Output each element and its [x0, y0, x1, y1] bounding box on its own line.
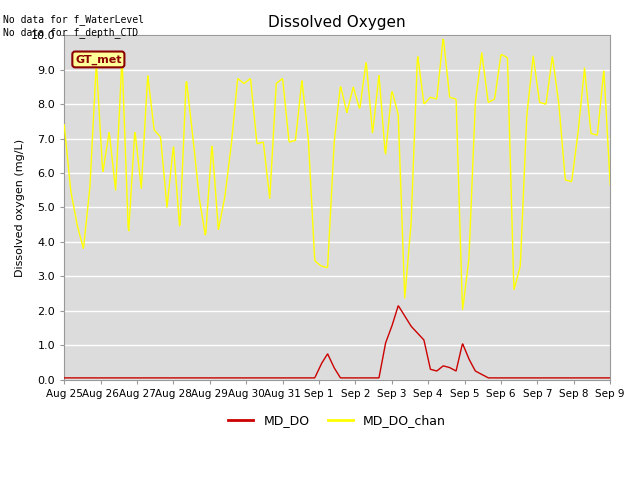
- Title: Dissolved Oxygen: Dissolved Oxygen: [268, 15, 406, 30]
- Y-axis label: Dissolved oxygen (mg/L): Dissolved oxygen (mg/L): [15, 138, 25, 276]
- Text: No data for f_WaterLevel
No data for f_depth_CTD: No data for f_WaterLevel No data for f_d…: [3, 14, 144, 38]
- Text: GT_met: GT_met: [75, 54, 122, 65]
- Legend: MD_DO, MD_DO_chan: MD_DO, MD_DO_chan: [223, 409, 451, 432]
